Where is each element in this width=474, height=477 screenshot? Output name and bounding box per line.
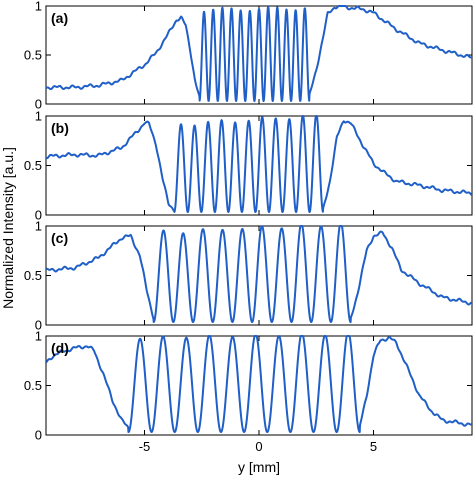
y-tick-label: 0: [35, 428, 42, 443]
y-tick-label: 0.5: [24, 378, 42, 393]
y-tick-label: 1: [35, 109, 42, 124]
x-tick-label: 5: [370, 439, 377, 454]
intensity-line: [46, 335, 472, 434]
panel-label: (c): [51, 230, 68, 246]
y-tick-label: 0: [35, 318, 42, 333]
panel-label: (a): [51, 10, 68, 26]
x-axis-title: y [mm]: [238, 459, 280, 475]
panel-label: (d): [51, 340, 69, 356]
panels: 0 0.5 1 (a) 0 0.5 1 (b) 0 0.5 1 (c) 0 0.5 1 -5 0 5 (d): [24, 0, 473, 454]
intensity-line: [46, 225, 472, 324]
y-tick-label: 0: [35, 97, 42, 112]
y-tick-label: 0.5: [24, 158, 42, 173]
y-tick-label: 0.5: [24, 268, 42, 283]
chart-panel: 0 0.5 1 (a): [24, 0, 473, 112]
chart-panel: 0 0.5 1 -5 0 5 (d): [24, 329, 473, 454]
chart-panel: 0 0.5 1 (c): [24, 219, 473, 333]
intensity-line: [46, 5, 472, 103]
intensity-line: [46, 115, 472, 214]
chart-panel: 0 0.5 1 (b): [24, 109, 473, 223]
y-tick-label: 0.5: [24, 48, 42, 63]
x-tick-label: -5: [139, 439, 151, 454]
y-tick-label: 1: [35, 0, 42, 14]
axes-box: [45, 5, 473, 105]
x-tick-label: 0: [255, 439, 262, 454]
y-tick-label: 0: [35, 208, 42, 223]
y-tick-label: 1: [35, 329, 42, 344]
panel-label: (b): [51, 120, 69, 136]
y-tick-label: 1: [35, 219, 42, 234]
y-axis-title: Normalized Intensity [a.u.]: [0, 147, 16, 309]
